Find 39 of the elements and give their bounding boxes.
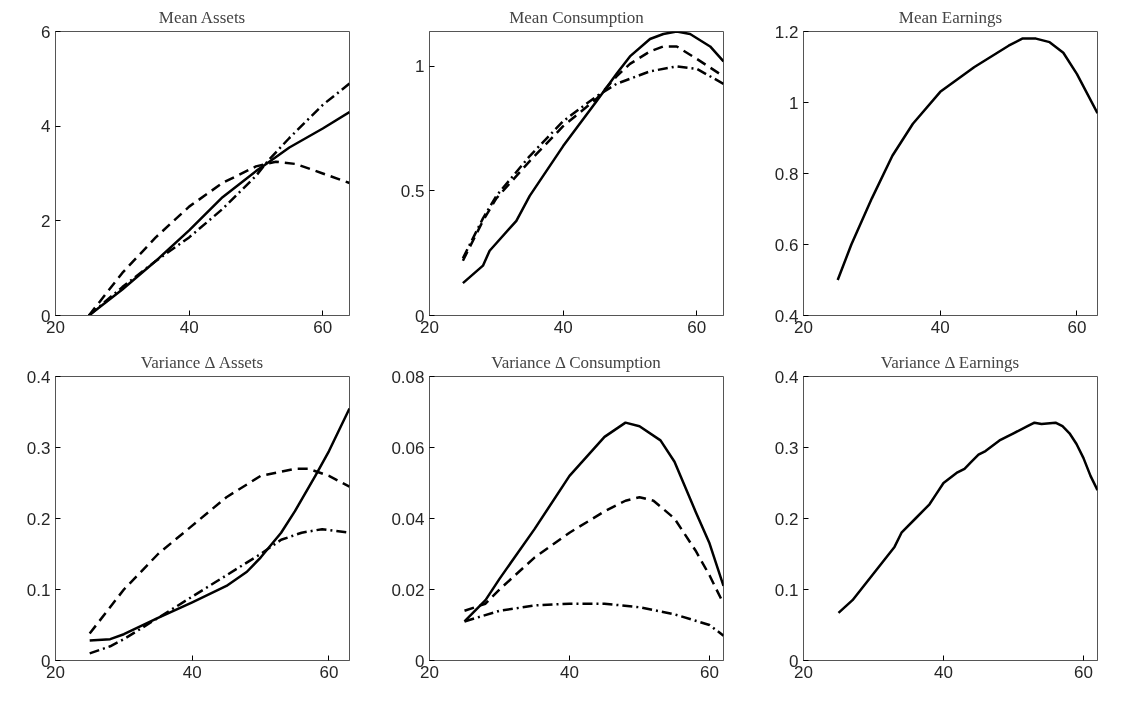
y-tick-label: 2 — [41, 211, 51, 231]
x-tick-label: 60 — [687, 317, 707, 337]
y-tick-label: 0.04 — [391, 509, 425, 529]
x-tick-label: 40 — [930, 317, 950, 337]
x-tick-label: 60 — [313, 317, 333, 337]
chart-title: Mean Earnings — [898, 7, 1003, 27]
y-tick-label: 0.4 — [774, 367, 799, 387]
x-tick-label: 40 — [182, 662, 202, 682]
y-tick-label: 0.2 — [774, 509, 799, 529]
chart-title: Mean Assets — [158, 7, 246, 27]
y-tick-label: 0.02 — [391, 580, 425, 600]
x-tick-label: 40 — [560, 662, 579, 682]
y-tick-label: 1 — [415, 57, 425, 77]
y-tick-label: 1.2 — [774, 22, 799, 42]
y-tick-label: 0.8 — [774, 164, 799, 184]
y-tick-label: 0.5 — [400, 181, 425, 201]
x-tick-label: 40 — [553, 317, 573, 337]
y-tick-label: 4 — [41, 117, 51, 137]
x-tick-label: 40 — [934, 662, 953, 682]
y-tick-label: 0.3 — [26, 438, 51, 458]
x-tick-label: 60 — [1074, 662, 1093, 682]
y-tick-label: 0.08 — [391, 367, 425, 387]
y-tick-label: 0.1 — [774, 580, 799, 600]
x-tick-label: 60 — [1067, 317, 1087, 337]
y-tick-label: 0.4 — [26, 367, 51, 387]
y-tick-label: 0.6 — [774, 235, 799, 255]
x-tick-label: 40 — [179, 317, 199, 337]
y-tick-label: 0.2 — [26, 509, 51, 529]
x-tick-label: 60 — [700, 662, 719, 682]
y-tick-label: 0.3 — [774, 438, 799, 458]
y-tick-label: 0.1 — [26, 580, 51, 600]
y-tick-label: 6 — [41, 22, 51, 42]
chart-title: Variance Δ Earnings — [880, 352, 1020, 372]
chart-title: Variance Δ Assets — [140, 352, 264, 372]
x-tick-label: 60 — [319, 662, 339, 682]
y-tick-label: 0.06 — [391, 438, 425, 458]
y-tick-label: 1 — [789, 93, 799, 113]
chart-title: Variance Δ Consumption — [491, 352, 662, 372]
chart-title: Mean Consumption — [509, 7, 645, 27]
